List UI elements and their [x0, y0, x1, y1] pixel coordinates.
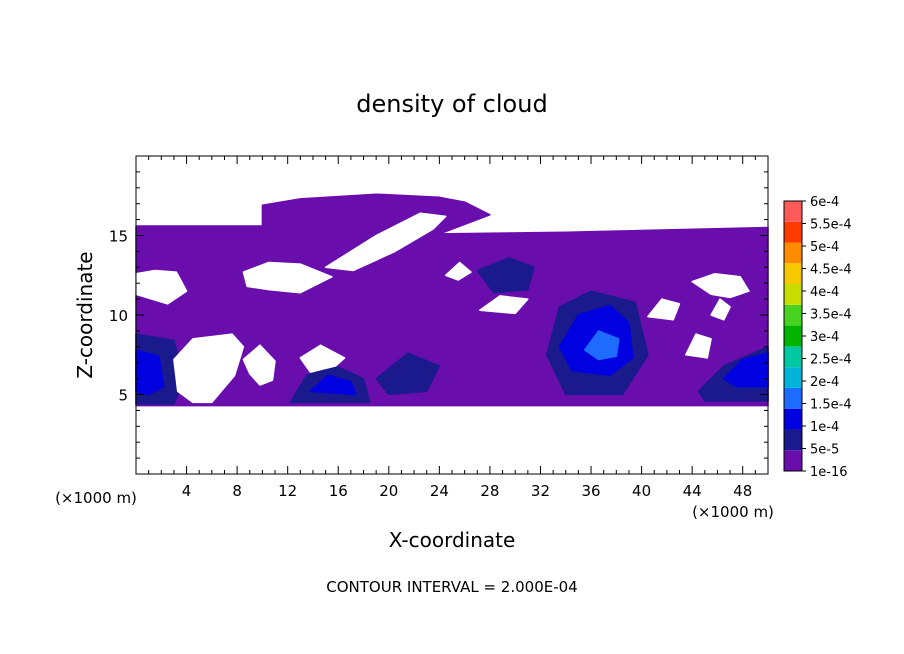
colorbar-swatch [784, 387, 802, 409]
colorbar-swatch [784, 284, 802, 305]
contour-region-5 [476, 257, 535, 294]
colorbar-label: 2e-4 [810, 375, 839, 390]
x-tick-label: 28 [480, 482, 499, 500]
no-cloud-gap-11 [444, 261, 472, 281]
x-tick-label: 20 [379, 482, 398, 500]
colorbar-label: 1e-4 [810, 420, 839, 435]
colorbar: 1e-16 5e-5 1e-4 1.5e-4 2e-4 2.5e-4 3e-4 3.5e-4 4… [783, 195, 852, 480]
colorbar-swatch [784, 429, 802, 451]
colorbar-label: 4.5e-4 [810, 263, 852, 278]
x-tick-label: 12 [278, 482, 297, 500]
x-axis-label: X-coordinate [389, 528, 516, 552]
colorbar-swatch [784, 325, 802, 347]
contour-region-6 [375, 352, 441, 396]
x-tick-label: 44 [683, 482, 702, 500]
y-tick-label: 15 [109, 228, 128, 246]
no-cloud-gap-5 [324, 212, 447, 272]
x-tick-label: 40 [632, 482, 651, 500]
no-cloud-gap-10 [710, 298, 731, 321]
x-tick-label: 36 [581, 482, 600, 500]
colorbar-label: 6e-4 [810, 195, 839, 210]
no-cloud-gap-2 [173, 333, 245, 404]
x-tick-label: 32 [531, 482, 550, 500]
y-tick-label: 10 [109, 307, 128, 325]
colorbar-swatch [784, 242, 802, 264]
colorbar-label: 5e-4 [810, 240, 839, 255]
no-cloud-gap-7 [647, 298, 681, 321]
no-cloud-gap-3 [242, 344, 276, 386]
no-cloud-gap-1 [242, 261, 333, 294]
y-unit-label: (×1000 m) [55, 489, 137, 507]
x-tick-label: 48 [733, 482, 752, 500]
x-tick-label: 8 [232, 482, 242, 500]
no-cloud-gap-6 [479, 295, 529, 315]
x-tick-label: 4 [182, 482, 192, 500]
y-tick-label: 5 [118, 387, 128, 405]
chart-title: density of cloud [356, 90, 547, 118]
colorbar-swatch [784, 263, 802, 285]
colorbar-label: 5.5e-4 [810, 218, 852, 233]
x-tick-label: 16 [329, 482, 348, 500]
colorbar-swatch [784, 346, 802, 368]
no-cloud-gap-9 [685, 333, 712, 359]
x-tick-label: 24 [430, 482, 449, 500]
colorbar-label: 5e-5 [810, 443, 839, 458]
colorbar-label: 1.5e-4 [810, 398, 852, 413]
colorbar-label: 3e-4 [810, 330, 839, 345]
colorbar-swatch [784, 367, 802, 388]
contour-interval-note: CONTOUR INTERVAL = 2.000E-04 [326, 578, 577, 596]
colorbar-label: 1e-16 [810, 465, 848, 480]
x-unit-label: (×1000 m) [692, 503, 774, 521]
y-axis-label: Z-coordinate [73, 251, 97, 378]
colorbar-label: 2.5e-4 [810, 353, 852, 368]
colorbar-label: 3.5e-4 [810, 308, 852, 323]
colorbar-label: 4e-4 [810, 285, 839, 300]
colorbar-swatch [784, 304, 802, 326]
no-cloud-gap-8 [691, 272, 750, 299]
contour-region-11 [583, 330, 620, 361]
colorbar-swatch [784, 201, 802, 222]
colorbar-swatch [784, 408, 802, 430]
colorbar-swatch [784, 221, 802, 243]
no-cloud-gap-4 [299, 344, 346, 373]
colorbar-swatch [784, 450, 802, 471]
contour-region-8 [309, 374, 357, 396]
